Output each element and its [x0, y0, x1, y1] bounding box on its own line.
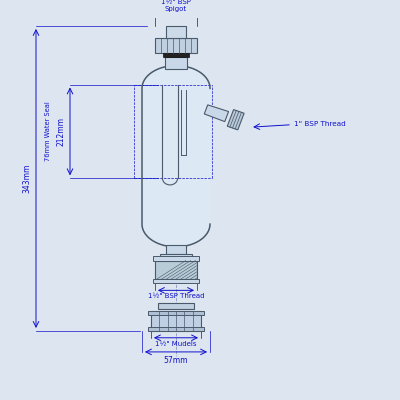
- Text: 76mm Water Seal: 76mm Water Seal: [45, 102, 51, 161]
- Bar: [148, 311, 204, 315]
- Text: 343mm: 343mm: [23, 164, 32, 193]
- Text: 1½" BSP
Spigot: 1½" BSP Spigot: [161, 0, 191, 12]
- Bar: [151, 311, 201, 331]
- Bar: [155, 38, 197, 53]
- Bar: [148, 327, 204, 331]
- Bar: [153, 279, 199, 284]
- Text: 1½" BSP Thread: 1½" BSP Thread: [148, 294, 204, 300]
- Bar: [163, 53, 189, 57]
- Text: 212mm: 212mm: [57, 117, 66, 146]
- Bar: [166, 245, 186, 254]
- Text: 1½" Mudels: 1½" Mudels: [155, 341, 197, 347]
- Text: 57mm: 57mm: [164, 356, 188, 365]
- Bar: [158, 303, 194, 309]
- Bar: [155, 260, 197, 279]
- Bar: [165, 57, 187, 69]
- Polygon shape: [204, 105, 228, 122]
- Bar: [153, 256, 199, 260]
- Polygon shape: [142, 66, 210, 247]
- Polygon shape: [227, 110, 244, 130]
- Bar: [166, 26, 186, 38]
- Text: 1" BSP Thread: 1" BSP Thread: [294, 120, 346, 126]
- Bar: [160, 254, 192, 260]
